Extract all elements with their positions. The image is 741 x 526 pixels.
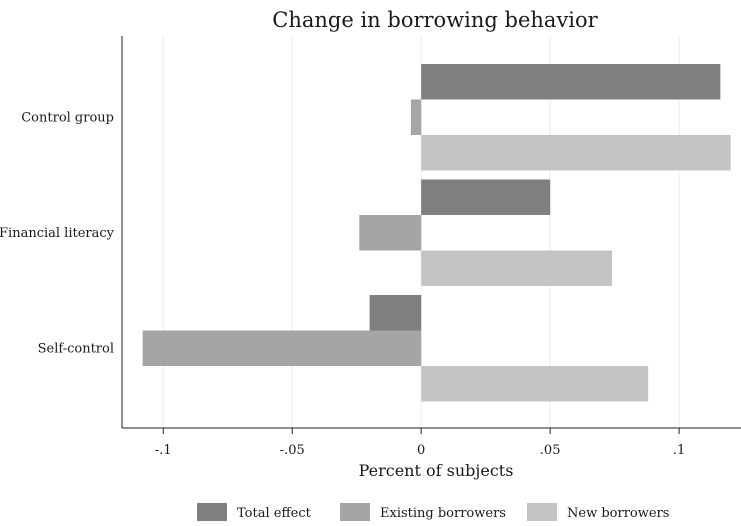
bar-self-control-new-borrowers (421, 366, 649, 402)
category-label-control-group: Control group (21, 110, 114, 125)
bar-financial-literacy-total-effect (421, 179, 551, 215)
bar-control-group-new-borrowers (421, 135, 731, 171)
x-tick-label-4: .1 (673, 443, 685, 458)
x-tick-label-3: .05 (540, 443, 561, 458)
bar-control-group-existing-borrowers (410, 99, 422, 135)
category-label-self-control: Self-control (38, 341, 114, 356)
y-category-labels: Control group Financial literacy Self-cont… (0, 110, 115, 356)
legend-swatch-existing-borrowers (340, 503, 370, 521)
x-axis-label: Percent of subjects (359, 461, 514, 480)
legend: Total effect Existing borrowers New borrow… (197, 503, 669, 521)
x-tick-label-0: -.1 (155, 443, 172, 458)
x-ticks: -.1 -.05 0 .05 .1 (155, 428, 685, 458)
bar-self-control-existing-borrowers (142, 330, 422, 366)
bar-control-group-total-effect (421, 64, 721, 100)
category-label-financial-literacy: Financial literacy (0, 226, 115, 241)
chart-title: Change in borrowing behavior (272, 8, 598, 32)
bars (142, 64, 731, 402)
bar-self-control-total-effect (369, 295, 422, 331)
legend-swatch-total-effect (197, 503, 227, 521)
x-tick-label-1: -.05 (280, 443, 305, 458)
legend-swatch-new-borrowers (527, 503, 557, 521)
x-tick-label-2: 0 (417, 443, 425, 458)
legend-label-total-effect: Total effect (237, 506, 312, 521)
bar-financial-literacy-new-borrowers (421, 250, 613, 286)
legend-label-existing-borrowers: Existing borrowers (380, 506, 506, 521)
bar-financial-literacy-existing-borrowers (359, 215, 422, 251)
legend-label-new-borrowers: New borrowers (567, 506, 669, 521)
